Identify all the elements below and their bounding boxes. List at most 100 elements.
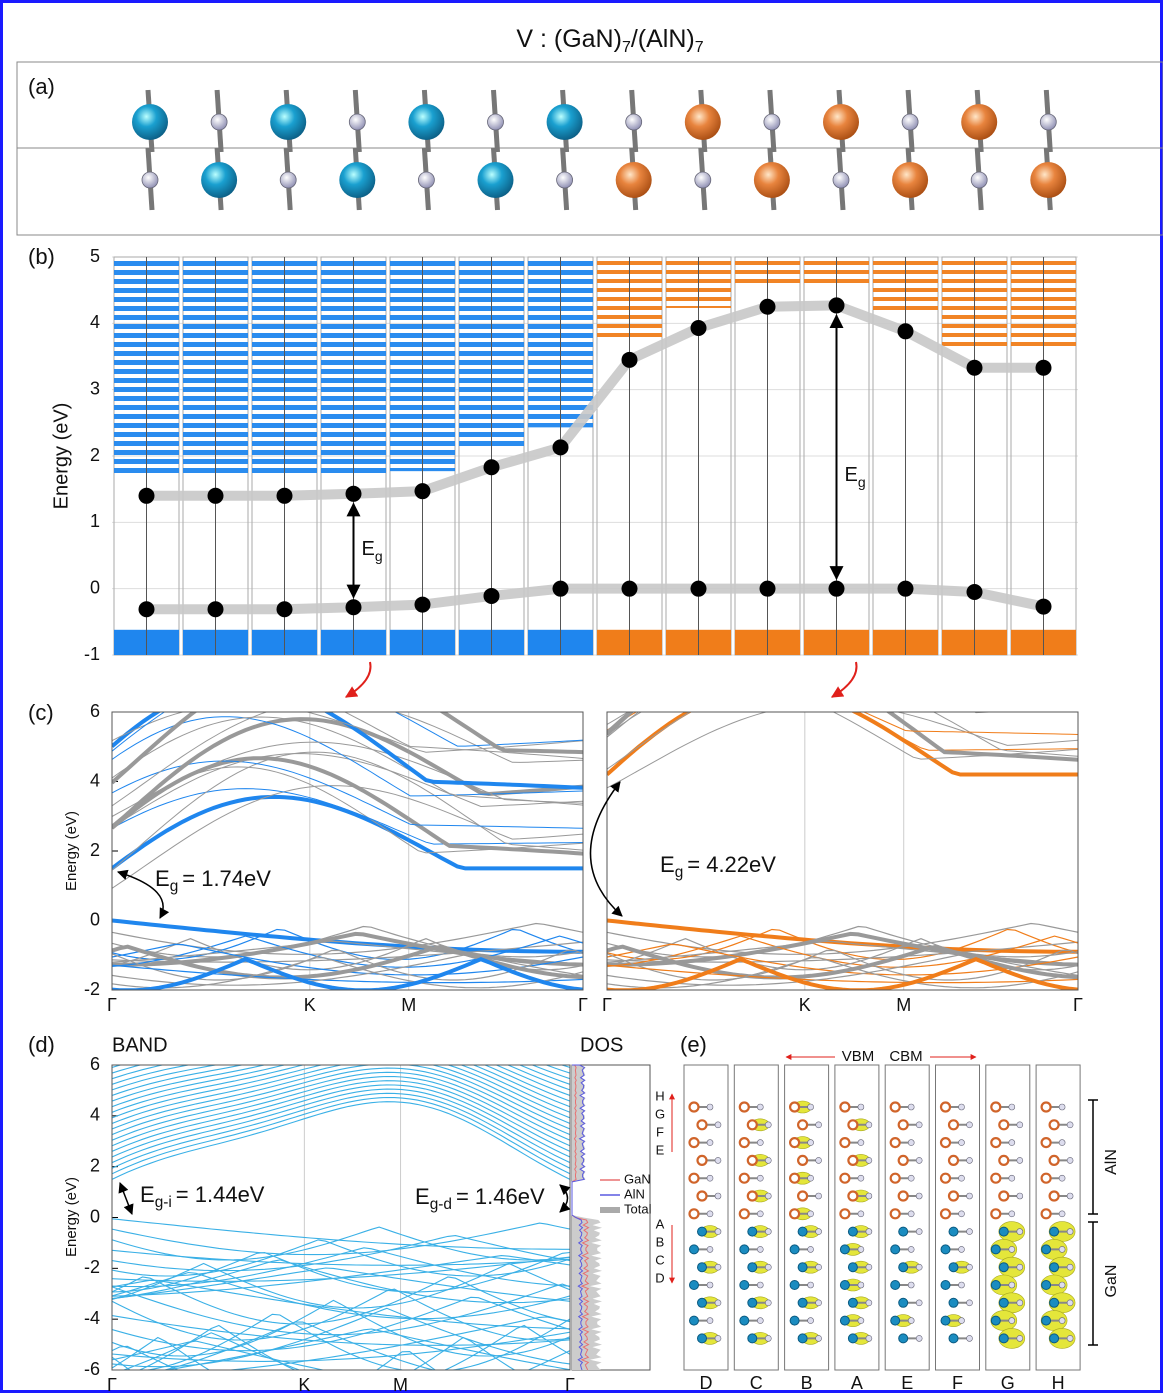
y-tick-label: -2 [84,1257,100,1277]
band-edge-point [898,323,914,339]
band-edge-point [829,581,845,597]
figure-title: V : (GaN)7/(AlN)7 [516,25,703,57]
nitrogen-atom [1017,1157,1023,1163]
nitrogen-atom [1009,1318,1015,1324]
nitrogen-atom [280,172,296,188]
band-line [112,1250,570,1265]
band-line [112,1018,570,1068]
cation-atom [848,1298,857,1307]
band-edge-point [898,581,914,597]
state-label: A [656,1216,665,1231]
nitrogen-atom [1017,1122,1023,1128]
k-label: K [298,1375,310,1393]
nitrogen-atom [858,1175,864,1181]
nitrogen-atom [707,1282,713,1288]
nitrogen-atom [349,114,365,130]
nitrogen-atom [1017,1300,1023,1306]
gap-value: = 1.44eV [176,1182,265,1207]
cation-atom [1042,1245,1051,1254]
gap-subscript: g [858,474,866,490]
nitrogen-atom [816,1157,822,1163]
cation-atom [748,1156,757,1165]
cation-atom [848,1120,857,1129]
nitrogen-atom [764,114,780,130]
nitrogen-atom [866,1300,872,1306]
nitrogen-atom [765,1229,771,1235]
band-edge-point [1036,360,1052,376]
nitrogen-atom [908,1282,914,1288]
band-edge-point [622,581,638,597]
y-tick-label: 0 [90,577,100,597]
y-tick-label: 4 [90,312,100,332]
nitrogen-atom [765,1193,771,1199]
column-label: C [750,1373,763,1393]
nitrogen-atom [1067,1229,1073,1235]
band-edge-point [277,601,293,617]
nitrogen-atom [757,1246,763,1252]
cation-atom [991,1138,1000,1147]
cation-atom [891,1174,900,1183]
cation-atom [790,1174,799,1183]
cation-atom [1050,1298,1059,1307]
cation-atom [848,1192,857,1201]
cation-atom [798,1227,807,1236]
band-group [112,664,583,991]
cation-atom [991,1103,1000,1112]
nitrogen-atom [908,1318,914,1324]
cation-atom [798,1334,807,1343]
nitrogen-atom [816,1264,822,1270]
band-edge-point [967,584,983,600]
nitrogen-atom [757,1211,763,1217]
nitrogen-atom [916,1264,922,1270]
cation-atom [899,1263,908,1272]
cation-atom [408,104,444,140]
nitrogen-atom [866,1264,872,1270]
cation-atom [201,162,237,198]
band-edge-point [277,488,293,504]
nitrogen-atom [816,1300,822,1306]
cation-atom [698,1120,707,1129]
nitrogen-atom [1059,1318,1065,1324]
nitrogen-atom [765,1122,771,1128]
band-line [112,1352,570,1393]
gap-subscript: g [375,548,383,564]
cation-atom [740,1209,749,1218]
nitrogen-atom [1067,1300,1073,1306]
band-line [112,674,583,751]
band-line [112,1098,570,1174]
nitrogen-atom [916,1122,922,1128]
gap-label: Eg-i= 1.44eV [140,1182,265,1211]
panel-title: DOS [580,1034,623,1056]
nitrogen-atom [967,1229,973,1235]
cation-atom [1042,1103,1051,1112]
nitrogen-atom [959,1246,965,1252]
cation-atom [698,1334,707,1343]
nitrogen-atom [1059,1246,1065,1252]
cation-atom [840,1138,849,1147]
cation-atom [748,1263,757,1272]
y-axis-label: Energy (eV) [63,1177,80,1257]
band-line [607,688,1078,774]
nitrogen-atom [808,1318,814,1324]
legend-label: Total [624,1201,652,1216]
band-edge-point [760,299,776,315]
nitrogen-atom [816,1229,822,1235]
cation-atom [798,1192,807,1201]
k-label: Γ [602,995,612,1015]
gap-arrow [590,782,622,916]
cation-atom [999,1263,1008,1272]
gap-arrow [560,1185,568,1212]
band-line [607,655,1078,760]
k-label: K [304,995,316,1015]
cation-atom [698,1263,707,1272]
y-tick-label: 2 [90,840,100,860]
band-line [112,1013,570,1062]
nitrogen-atom [816,1335,822,1341]
nitrogen-atom [707,1175,713,1181]
nitrogen-atom [418,172,434,188]
y-tick-label: 2 [90,1155,100,1175]
state-label: F [656,1124,664,1139]
nitrogen-atom [866,1122,872,1128]
band-line [112,1219,570,1250]
column-label: E [901,1373,913,1393]
